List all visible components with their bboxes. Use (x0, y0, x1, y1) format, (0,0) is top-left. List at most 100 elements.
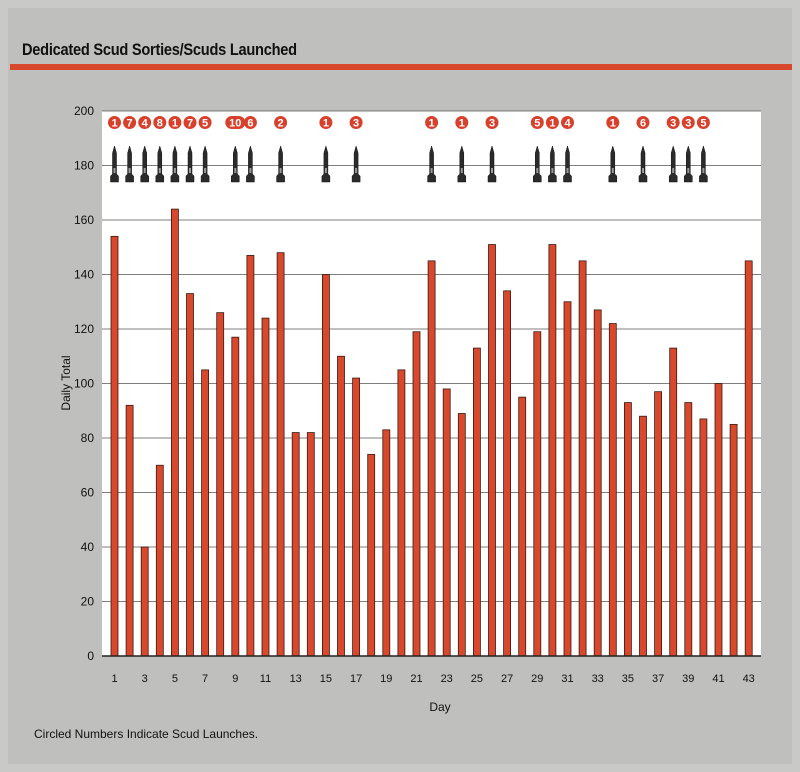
bar-day-34 (608, 323, 617, 657)
x-tick-label: 15 (320, 673, 332, 685)
bar-day-41 (714, 383, 723, 657)
bar-day-7 (201, 369, 210, 657)
bar-day-43 (744, 260, 753, 657)
x-axis-label: Day (429, 700, 450, 714)
bar-day-1 (110, 235, 119, 657)
x-tick-label: 27 (501, 673, 513, 685)
scud-missile-icon (427, 145, 436, 183)
scud-missile-icon (457, 145, 467, 183)
y-tick-label: 160 (74, 213, 94, 227)
scud-launch-badge: 7 (183, 116, 197, 130)
scud-launch-count: 1 (172, 118, 178, 130)
bar-day-35 (624, 402, 632, 657)
bar-day-18 (367, 453, 376, 657)
scud-missile-icon (185, 145, 195, 183)
scud-missile-icon (684, 145, 693, 183)
scud-launch-badge: 1 (606, 116, 620, 130)
x-tick-label: 5 (172, 673, 178, 685)
scud-launch-badge: 3 (666, 116, 680, 130)
scud-launch-count: 6 (247, 118, 253, 130)
x-tick-label: 25 (471, 673, 483, 685)
bar-day-2 (125, 404, 134, 657)
bar-day-20 (397, 369, 406, 657)
scud-missile-icon (638, 145, 648, 183)
scud-launch-badge: 1 (425, 116, 439, 130)
bar-day-22 (427, 260, 436, 657)
scud-missile-icon (563, 145, 572, 183)
scud-launch-badge: 1 (319, 116, 333, 130)
bar-day-11 (261, 317, 270, 657)
scud-launch-badge: 3 (349, 116, 363, 130)
bar-day-36 (639, 415, 647, 657)
x-tick-label: 23 (441, 673, 453, 685)
x-tick-label: 11 (260, 673, 271, 685)
bar-day-27 (503, 290, 512, 657)
bar-day-12 (276, 252, 285, 657)
scud-launch-count: 5 (534, 118, 540, 130)
scud-launch-badge: 3 (485, 116, 499, 130)
scud-launch-badge: 5 (696, 116, 710, 130)
scud-launch-badge: 1 (108, 116, 121, 130)
bar-day-9 (231, 336, 240, 657)
scud-missile-icon (608, 145, 618, 183)
scud-launch-count: 8 (157, 118, 163, 130)
scud-launch-count: 7 (187, 118, 193, 130)
bar-day-32 (578, 260, 587, 657)
scud-launch-count: 3 (670, 118, 676, 130)
x-tick-label: 37 (652, 673, 664, 685)
scud-launch-count: 1 (610, 118, 616, 130)
scud-launch-badge: 5 (530, 116, 544, 130)
x-tick-label: 17 (350, 673, 362, 685)
scud-launch-count: 1 (429, 118, 435, 130)
scud-launch-count: 4 (142, 118, 149, 130)
bar-day-39 (684, 402, 693, 657)
bar-day-19 (382, 429, 391, 657)
scud-launch-badge: 6 (636, 116, 650, 130)
bar-day-21 (412, 331, 421, 657)
x-tick-label: 39 (682, 673, 694, 685)
scud-launch-badge: 8 (153, 116, 167, 130)
scud-missile-icon (548, 145, 557, 183)
scud-missile-icon (200, 145, 210, 183)
bar-day-24 (457, 413, 466, 657)
scud-missile-icon (533, 145, 542, 183)
scud-launch-badge: 1 (455, 116, 469, 130)
x-tick-label: 21 (410, 673, 422, 685)
x-tick-label: 29 (531, 673, 543, 685)
bar-day-13 (291, 432, 300, 657)
x-tick-label: 43 (743, 673, 755, 685)
scud-launch-count: 6 (640, 118, 646, 130)
bar-day-23 (442, 388, 451, 657)
bar-day-29 (533, 331, 542, 657)
bar-day-26 (488, 244, 496, 657)
scud-launch-badge: 1 (545, 116, 559, 130)
scud-missile-icon (487, 145, 497, 183)
scud-missile-icon (231, 145, 240, 183)
x-tick-label: 1 (111, 673, 117, 685)
bar-day-31 (563, 301, 572, 657)
bar-day-15 (321, 274, 330, 657)
scud-launch-badge: 3 (681, 116, 695, 130)
y-tick-label: 100 (74, 377, 94, 391)
scud-launch-count: 4 (564, 118, 571, 130)
bar-day-10 (246, 255, 255, 657)
y-tick-label: 140 (74, 268, 94, 282)
x-tick-label: 7 (202, 673, 208, 685)
bar-day-16 (337, 355, 345, 657)
x-tick-label: 13 (290, 673, 302, 685)
bar-day-40 (699, 418, 708, 657)
chart-title: Dedicated Scud Sorties/Scuds Launched (22, 40, 297, 59)
scud-launch-count: 1 (111, 118, 117, 130)
scud-launch-badge: 1 (168, 116, 182, 130)
bar-day-14 (306, 432, 315, 657)
bar-day-8 (216, 312, 225, 657)
scud-missile-icon (110, 145, 119, 183)
scud-launch-badge: 5 (198, 116, 212, 130)
scud-launch-count: 5 (700, 118, 706, 130)
bar-day-6 (186, 293, 194, 657)
y-tick-label: 180 (74, 159, 94, 173)
x-tick-label: 41 (712, 673, 724, 685)
scud-launch-count: 3 (489, 118, 495, 130)
y-tick-label: 120 (74, 322, 94, 336)
scud-missile-icon (140, 145, 149, 183)
